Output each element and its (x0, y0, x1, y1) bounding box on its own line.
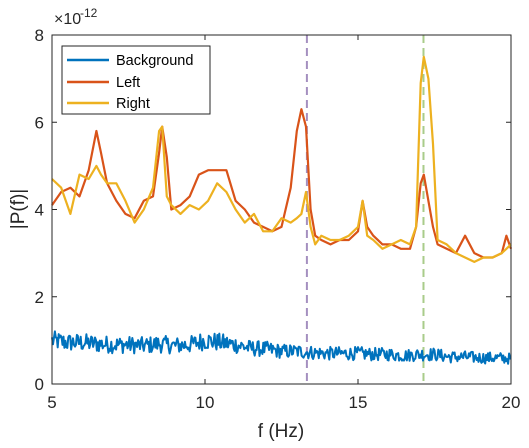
legend-label-right: Right (116, 96, 150, 112)
y-axis-label: |P(f)| (8, 189, 29, 229)
x-tick-label: 20 (502, 393, 521, 412)
x-tick-label: 5 (47, 393, 56, 412)
x-tick-label: 15 (349, 393, 368, 412)
reference-lines (305, 35, 425, 384)
y-exponent-base: ×10 (54, 11, 81, 28)
legend: Background Left Right (61, 45, 211, 115)
y-tick-label: 6 (35, 113, 44, 132)
y-tick-label: 8 (35, 26, 44, 45)
x-axis-label: f (Hz) (258, 421, 304, 442)
y-exponent-power: -12 (80, 6, 98, 20)
legend-label-left: Left (116, 75, 140, 91)
legend-label-background: Background (116, 53, 193, 69)
y-axis: 0 2 4 6 8 (35, 26, 511, 394)
x-tick-label: 10 (196, 393, 215, 412)
series-line-background (51, 330, 512, 365)
x-axis: 5 10 15 20 (47, 35, 520, 412)
series-lines (51, 55, 513, 365)
y-tick-label: 2 (35, 288, 44, 307)
y-tick-label: 4 (35, 201, 44, 220)
y-tick-label: 0 (35, 375, 44, 394)
series-line-left (51, 108, 513, 259)
series-line-right (51, 55, 512, 263)
